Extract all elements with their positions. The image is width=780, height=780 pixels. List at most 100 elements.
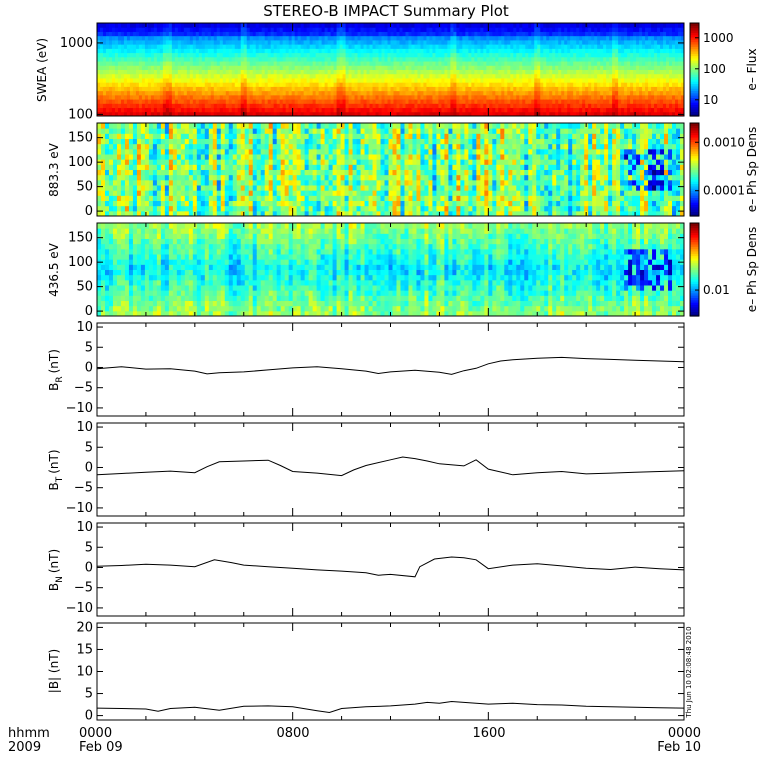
swea-cell	[276, 99, 281, 104]
swea-cell	[126, 23, 131, 28]
swea-cell	[519, 39, 523, 45]
pad883-cell	[120, 143, 126, 150]
swea-cell	[210, 111, 215, 117]
swea-cell	[519, 23, 523, 28]
pad883-cell	[184, 154, 190, 160]
swea-cell	[288, 52, 293, 58]
swea-cell	[624, 35, 628, 41]
pad883-cell	[168, 205, 174, 212]
swea-cell	[681, 77, 685, 83]
swea-cell	[492, 31, 496, 37]
swea-cell	[543, 90, 547, 96]
swea-cell	[549, 23, 553, 28]
swea-cell	[678, 99, 682, 104]
swea-cell	[219, 69, 224, 75]
swea-cell	[558, 73, 562, 79]
swea-cell	[540, 31, 544, 37]
pad883-cell	[132, 159, 138, 165]
swea-cell	[450, 31, 454, 37]
swea-cell	[519, 44, 523, 49]
swea-cell	[351, 65, 356, 70]
swea-cell	[672, 77, 676, 83]
swea-cell	[558, 90, 562, 96]
swea-cell	[213, 73, 218, 79]
swea-cell	[303, 39, 308, 45]
swea-cell	[318, 48, 323, 54]
swea-cell	[390, 48, 394, 54]
swea-cell	[123, 23, 128, 28]
swea-cell	[420, 69, 424, 75]
swea-cell	[453, 99, 457, 104]
swea-cell	[261, 35, 266, 41]
swea-cell	[204, 86, 209, 92]
swea-cell	[681, 86, 685, 92]
swea-cell	[498, 35, 502, 41]
swea-cell	[111, 77, 116, 83]
swea-cell	[255, 90, 260, 96]
swea-cell	[384, 27, 389, 32]
swea-cell	[501, 90, 505, 96]
swea-cell	[465, 65, 469, 70]
swea-cell	[636, 90, 640, 96]
swea-cell	[618, 73, 622, 79]
swea-cell	[669, 99, 673, 104]
swea-cell	[114, 44, 119, 49]
swea-cell	[111, 27, 116, 32]
pad883-cell	[208, 164, 214, 170]
swea-cell	[453, 82, 457, 87]
swea-cell	[97, 35, 101, 41]
swea-cell	[519, 99, 523, 104]
swea-cell	[480, 61, 484, 66]
swea-cell	[621, 56, 625, 62]
swea-cell	[225, 52, 230, 58]
colorbar-tick-label: 10	[703, 93, 718, 107]
pad883-cell	[208, 205, 214, 212]
swea-cell	[540, 52, 544, 58]
swea-cell	[558, 52, 562, 58]
swea-cell	[198, 90, 203, 96]
swea-cell	[615, 31, 619, 37]
swea-cell	[255, 44, 260, 49]
pad883-cell	[100, 159, 106, 165]
swea-cell	[117, 99, 122, 104]
swea-cell	[597, 61, 601, 66]
pad883-cell	[196, 138, 202, 145]
swea-cell	[483, 99, 487, 104]
swea-cell	[540, 90, 544, 96]
swea-cell	[354, 90, 359, 96]
swea-cell	[438, 69, 442, 75]
swea-cell	[672, 82, 676, 87]
swea-cell	[402, 23, 406, 28]
swea-cell	[384, 82, 389, 87]
pad883-cell	[97, 190, 102, 196]
swea-cell	[651, 31, 655, 37]
swea-cell	[399, 65, 403, 70]
pad883-cell	[188, 169, 194, 176]
pad883-cell	[100, 133, 106, 139]
swea-cell	[657, 39, 661, 45]
swea-cell	[141, 99, 146, 104]
pad883-cell	[224, 174, 230, 181]
swea-cell	[672, 65, 676, 70]
swea-cell	[582, 103, 586, 109]
swea-cell	[147, 61, 152, 66]
swea-cell	[429, 23, 433, 28]
swea-cell	[243, 31, 248, 37]
swea-cell	[318, 103, 323, 109]
swea-cell	[678, 94, 682, 100]
swea-cell	[588, 77, 592, 83]
swea-ytick-label: 1000	[60, 36, 93, 51]
swea-cell	[108, 56, 113, 62]
swea-cell	[123, 107, 128, 113]
swea-cell	[456, 111, 460, 117]
swea-cell	[396, 77, 400, 83]
swea-cell	[153, 35, 158, 41]
swea-cell	[171, 35, 176, 41]
pad883-cell	[160, 148, 166, 155]
swea-cell	[471, 82, 475, 87]
swea-cell	[471, 90, 475, 96]
pad883-cell	[140, 200, 146, 207]
swea-cell	[567, 44, 571, 49]
swea-cell	[156, 35, 161, 41]
swea-cell	[348, 35, 353, 41]
